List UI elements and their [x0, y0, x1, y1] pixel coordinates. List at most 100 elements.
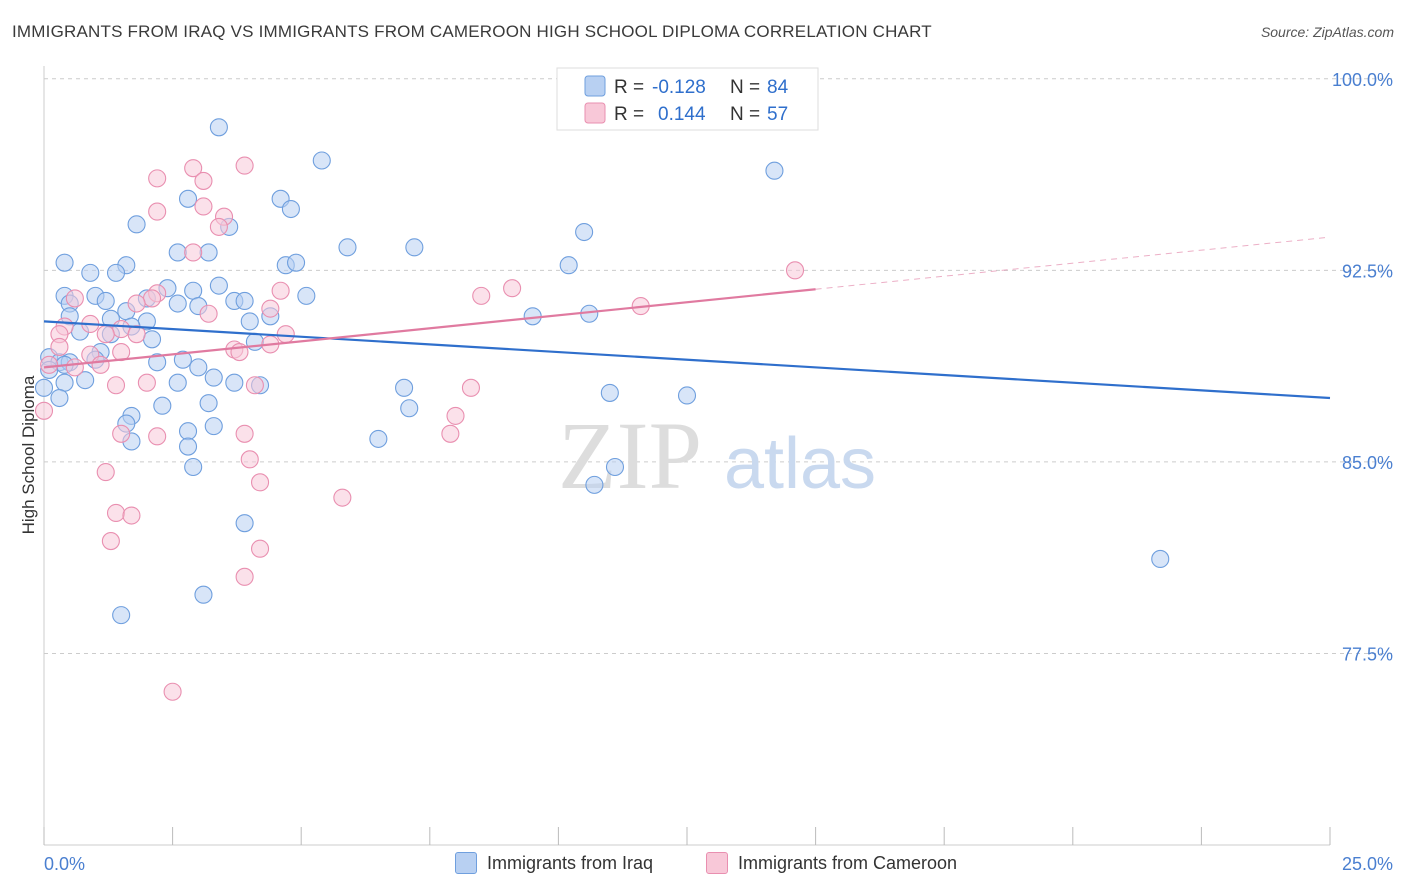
cameroon-point [148, 427, 167, 446]
cameroon-point [96, 325, 115, 344]
iraq-point [184, 457, 203, 477]
iraq-point [50, 388, 69, 408]
iraq-point [148, 353, 167, 372]
y-tick-label: 77.5% [1342, 644, 1393, 664]
stats-box: R = -0.128 N = 84 R = 0.144 N = 57 [556, 67, 819, 131]
iraq-point [287, 253, 306, 272]
cameroon-point [250, 473, 270, 492]
cameroon-point [101, 532, 120, 551]
cameroon-point [276, 325, 295, 344]
iraq-n-value: 84 [767, 77, 789, 98]
cameroon-point [446, 406, 465, 425]
iraq-point [281, 199, 300, 219]
source-label: Source: ZipAtlas.com [1260, 24, 1394, 40]
data-points [34, 69, 1170, 701]
iraq-point [209, 118, 228, 137]
iraq-point [55, 253, 74, 272]
iraq-point [765, 161, 784, 180]
cameroon-n-label: N = [730, 104, 760, 125]
legend-item-cameroon[interactable]: Immigrants from Cameroon [706, 852, 957, 874]
legend-label-cameroon: Immigrants from Cameroon [738, 852, 958, 873]
iraq-point [168, 294, 187, 313]
watermark-atlas: atlas [724, 424, 876, 504]
iraq-point [55, 373, 74, 392]
cameroon-n-value: 57 [767, 104, 788, 125]
cameroon-point [142, 289, 162, 308]
iraq-point [178, 422, 198, 441]
cameroon-point [503, 279, 522, 298]
iraq-point [225, 373, 244, 392]
trend-line [43, 320, 1331, 400]
cameroon-point [472, 286, 491, 305]
iraq-point [204, 417, 223, 436]
iraq-point [194, 585, 213, 604]
iraq-point [81, 263, 100, 282]
cameroon-point [261, 299, 280, 318]
legend-label-iraq: Immigrants from Iraq [487, 852, 654, 873]
iraq-point [400, 399, 419, 418]
iraq-point [173, 350, 192, 369]
cameroon-point [137, 373, 156, 392]
iraq-point [235, 291, 254, 311]
cameroon-r-value: 0.144 [658, 104, 706, 125]
cameroon-point [91, 355, 110, 374]
iraq-point [677, 386, 697, 405]
iraq-point [235, 514, 254, 533]
iraq-point [199, 394, 218, 413]
cameroon-point [65, 358, 84, 377]
chart-title: IMMIGRANTS FROM IRAQ VS IMMIGRANTS FROM … [12, 22, 932, 41]
cameroon-point [112, 320, 131, 339]
iraq-point [168, 243, 187, 262]
iraq-point [112, 606, 131, 625]
iraq-point [178, 437, 198, 456]
cameroon-point [112, 424, 131, 443]
cameroon-point [106, 503, 126, 523]
iraq-point [142, 330, 162, 349]
cameroon-point [34, 401, 54, 420]
trend-line-extension [815, 236, 1331, 290]
cameroon-point [240, 450, 259, 469]
iraq-point [96, 291, 115, 311]
iraq-point [240, 312, 259, 331]
cameroon-point [163, 682, 182, 701]
x-tick-label: 25.0% [1342, 854, 1393, 874]
iraq-point [405, 238, 424, 257]
iraq-point [600, 383, 619, 402]
grid-lines [44, 78, 1392, 654]
iraq-point [585, 475, 604, 494]
iraq-point [204, 368, 223, 387]
iraq-point [189, 358, 208, 377]
cameroon-point [785, 261, 805, 280]
iraq-point [559, 256, 578, 275]
cameroon-point [199, 304, 218, 323]
x-tick-label: 0.0% [44, 854, 85, 874]
cameroon-point [148, 202, 167, 221]
iraq-point [168, 373, 187, 392]
cameroon-point [184, 159, 203, 178]
cameroon-point [271, 281, 290, 300]
legend-item-iraq[interactable]: Immigrants from Iraq [455, 852, 653, 874]
watermark-zip: ZIP [558, 402, 702, 509]
iraq-point [209, 276, 228, 295]
cameroon-point [194, 197, 213, 216]
cameroon-point [127, 325, 146, 344]
legend-swatch-cameroon [706, 852, 728, 874]
iraq-swatch [584, 75, 606, 97]
iraq-point [605, 457, 625, 477]
iraq-point [127, 215, 146, 234]
iraq-point [1151, 549, 1170, 568]
y-tick-label: 92.5% [1342, 261, 1393, 281]
cameroon-point [184, 243, 203, 262]
trend-lines [43, 236, 1331, 400]
iraq-point [395, 378, 414, 397]
iraq-point [297, 286, 316, 305]
x-tick-labels: 0.0% 25.0% [44, 854, 1393, 874]
cameroon-swatch [584, 102, 606, 124]
iraq-r-label: R = [614, 77, 644, 98]
iraq-n-label: N = [730, 77, 760, 98]
cameroon-point [40, 355, 59, 374]
iraq-point [178, 189, 198, 208]
iraq-point [153, 396, 172, 415]
iraq-point [76, 371, 95, 390]
cameroon-point [235, 567, 254, 586]
